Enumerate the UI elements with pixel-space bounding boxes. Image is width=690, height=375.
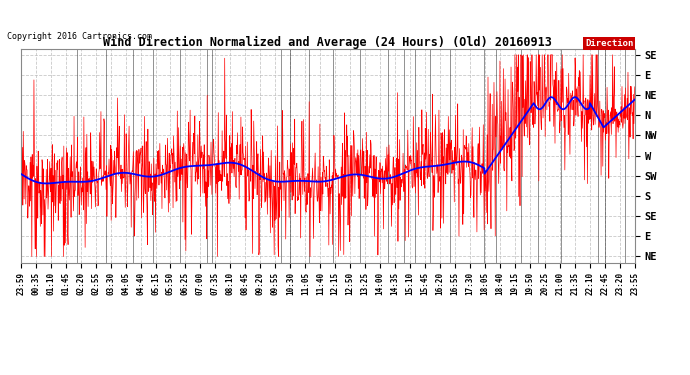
Text: Direction: Direction	[585, 39, 633, 48]
Title: Wind Direction Normalized and Average (24 Hours) (Old) 20160913: Wind Direction Normalized and Average (2…	[104, 36, 552, 49]
Text: Copyright 2016 Cartronics.com: Copyright 2016 Cartronics.com	[7, 32, 152, 41]
Text: Median: Median	[600, 39, 632, 48]
